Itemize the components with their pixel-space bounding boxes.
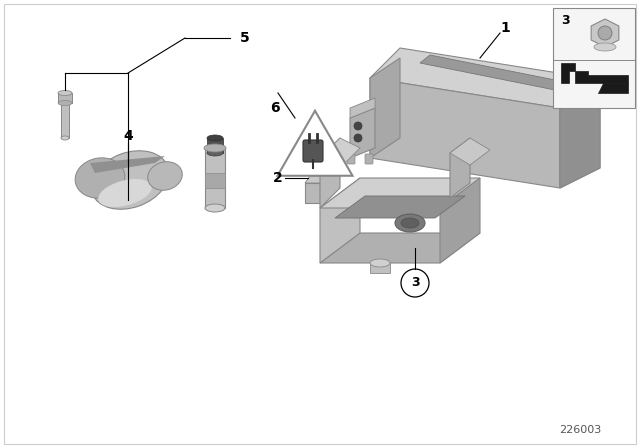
- Ellipse shape: [148, 162, 182, 190]
- Text: 1: 1: [500, 21, 510, 35]
- Ellipse shape: [594, 43, 616, 51]
- Polygon shape: [598, 83, 628, 93]
- Polygon shape: [320, 233, 480, 263]
- Bar: [553, 8, 635, 108]
- Ellipse shape: [401, 218, 419, 228]
- Polygon shape: [320, 138, 360, 168]
- Text: 4: 4: [123, 129, 133, 143]
- Circle shape: [598, 26, 612, 40]
- Text: 2: 2: [273, 171, 283, 185]
- Ellipse shape: [205, 204, 225, 212]
- Polygon shape: [320, 178, 360, 263]
- Polygon shape: [560, 88, 600, 188]
- Polygon shape: [61, 103, 69, 138]
- Text: 3: 3: [411, 276, 419, 289]
- Polygon shape: [420, 55, 570, 91]
- Polygon shape: [90, 156, 165, 173]
- Polygon shape: [305, 183, 320, 203]
- Polygon shape: [370, 78, 560, 188]
- Ellipse shape: [99, 179, 152, 207]
- Polygon shape: [320, 138, 340, 208]
- Polygon shape: [370, 48, 590, 108]
- Polygon shape: [320, 178, 480, 208]
- Text: 6: 6: [270, 101, 280, 115]
- Ellipse shape: [58, 100, 72, 105]
- Ellipse shape: [61, 136, 69, 140]
- Ellipse shape: [92, 151, 169, 209]
- Polygon shape: [450, 138, 490, 165]
- Ellipse shape: [207, 150, 223, 156]
- Polygon shape: [560, 88, 600, 188]
- Polygon shape: [591, 19, 619, 47]
- Polygon shape: [350, 108, 375, 158]
- FancyBboxPatch shape: [303, 140, 323, 162]
- FancyBboxPatch shape: [347, 154, 355, 164]
- FancyBboxPatch shape: [365, 154, 373, 164]
- Ellipse shape: [58, 90, 72, 95]
- Ellipse shape: [75, 158, 125, 198]
- Polygon shape: [440, 178, 480, 263]
- Polygon shape: [561, 63, 575, 83]
- Polygon shape: [207, 138, 223, 153]
- Polygon shape: [370, 58, 400, 158]
- Ellipse shape: [204, 144, 226, 152]
- Ellipse shape: [370, 259, 390, 267]
- Polygon shape: [335, 196, 465, 218]
- Polygon shape: [370, 263, 390, 273]
- Polygon shape: [205, 148, 225, 208]
- Text: 5: 5: [240, 31, 250, 45]
- Circle shape: [354, 122, 362, 130]
- Polygon shape: [350, 98, 375, 118]
- Polygon shape: [575, 71, 628, 83]
- Polygon shape: [58, 93, 72, 103]
- Polygon shape: [278, 111, 353, 176]
- Polygon shape: [305, 176, 325, 183]
- Text: 3: 3: [561, 13, 570, 26]
- Ellipse shape: [395, 214, 425, 232]
- Polygon shape: [205, 173, 225, 188]
- Circle shape: [354, 134, 362, 142]
- Ellipse shape: [207, 135, 223, 141]
- Text: 226003: 226003: [559, 425, 601, 435]
- Polygon shape: [450, 138, 470, 198]
